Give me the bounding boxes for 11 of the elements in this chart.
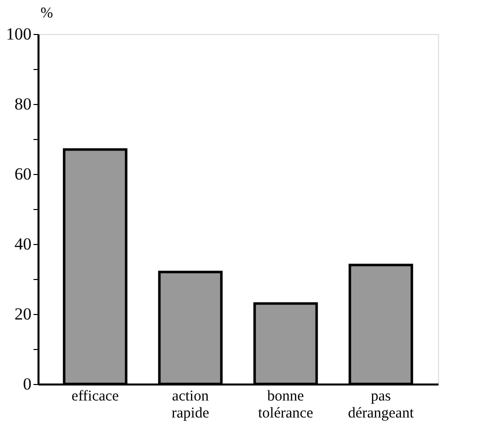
y-tick-label: 40 bbox=[14, 234, 32, 254]
y-tick-label: 0 bbox=[23, 374, 32, 394]
x-tick-label: efficace bbox=[72, 388, 120, 404]
x-tick-label: pas dérangeant bbox=[348, 388, 415, 422]
y-tick-label: 80 bbox=[14, 94, 32, 114]
y-axis-title: % bbox=[40, 6, 53, 22]
y-tick-label: 100 bbox=[6, 24, 32, 44]
x-tick-label: bonne tolérance bbox=[258, 388, 314, 422]
y-tick-label: 60 bbox=[14, 164, 32, 184]
x-tick-label: action rapide bbox=[172, 388, 210, 422]
y-tick-label: 20 bbox=[14, 304, 32, 324]
